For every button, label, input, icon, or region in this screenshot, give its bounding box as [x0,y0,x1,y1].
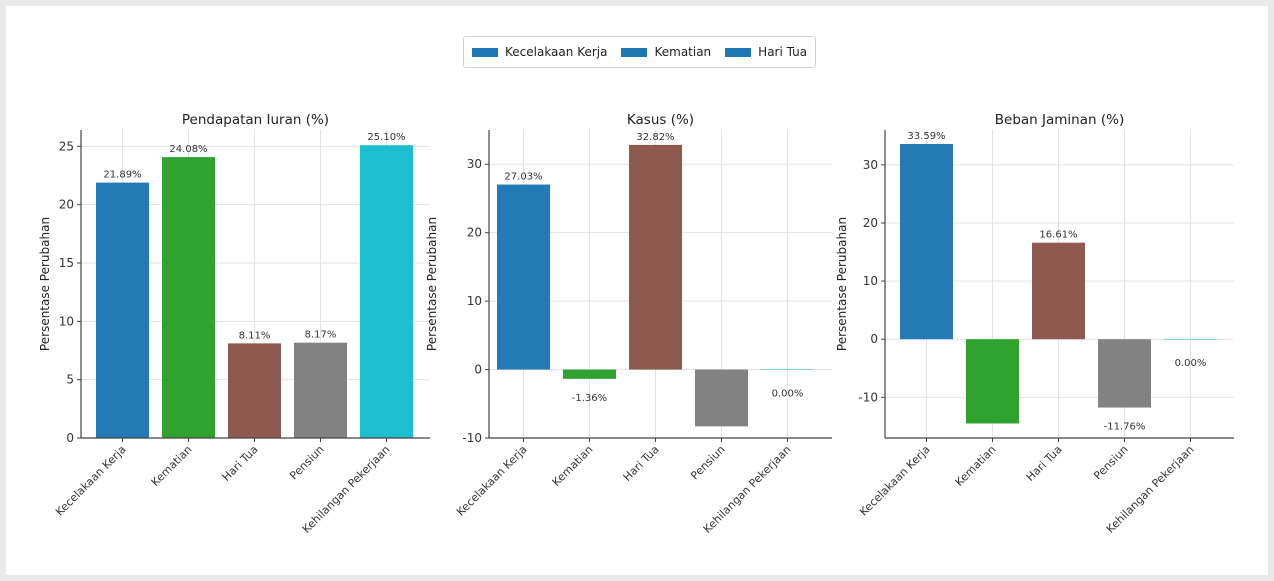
chart-3-data-label-0: 33.59% [907,131,945,142]
legend-swatch-2 [725,47,752,57]
chart-2-data-label-1: -1.36% [572,393,607,404]
chart-1-data-label-3: 8.17% [305,330,337,341]
chart-1-data-label-0: 21.89% [103,170,141,181]
chart-3-bar-4 [1164,339,1217,340]
chart-3-title: Beban Jaminan (%) [995,112,1124,128]
chart-3-ytick-label-1: 0 [870,332,878,346]
chart-1-ytick-label-4: 20 [59,198,74,212]
legend-item-0: Kecelakaan Kerja [472,45,607,59]
legend-swatch-1 [621,47,648,57]
chart-2-ylabel: Persentase Perubahan [425,217,439,351]
chart-3-bar-1 [966,339,1019,424]
chart-1-bar-4 [360,145,413,438]
chart-1-bar-1 [162,157,215,439]
chart-2-ytick-label-2: 10 [467,294,482,308]
chart-1-xtick-label-3: Pensiun [287,443,326,482]
chart-3-ytick-label-2: 10 [863,274,878,288]
chart-1-bar-0 [96,182,149,438]
chart-2-bar-0 [497,184,550,370]
chart-1-bar-2 [228,343,281,438]
chart-2-bar-3 [695,369,748,427]
legend-label-0: Kecelakaan Kerja [505,45,608,59]
chart-2-bar-4 [761,369,814,371]
chart-2-ytick-label-1: 0 [474,363,482,377]
chart-1-ytick-label-5: 25 [59,139,74,153]
chart-1-ytick-label-3: 15 [59,256,74,270]
chart-3-data-label-3: -11.76% [1104,422,1146,433]
legend-swatch-0 [472,47,498,57]
chart-3-xtick-label-1: Kematian [953,443,999,489]
figure-canvas: Kecelakaan Kerja Kematian Hari Tua 21.89… [6,6,1268,575]
chart-3-xtick-label-2: Hari Tua [1024,443,1065,484]
chart-1-xtick-label-2: Hari Tua [220,443,261,484]
chart-3-bar-3 [1098,339,1151,408]
chart-2-xtick-label-0: Kecelakaan Kerja [454,443,530,519]
chart-3-xtick-label-3: Pensiun [1091,443,1130,482]
chart-3-data-label-4: 0.00% [1175,358,1207,369]
chart-1-ylabel: Persentase Perubahan [38,217,52,351]
chart-3-ytick-label-3: 20 [863,216,878,230]
chart-2-data-label-4: 0.00% [772,389,804,400]
chart-3-bar-2 [1032,242,1085,340]
chart-2-bar-1 [563,369,616,379]
chart-2-bar-2 [629,144,682,370]
chart-1-data-label-2: 8.11% [239,330,271,341]
chart-3-bar-0 [900,144,953,340]
chart-1-bar-3 [294,342,347,438]
chart-legend: Kecelakaan Kerja Kematian Hari Tua [463,36,817,68]
chart-2-ytick-label-4: 30 [467,157,482,171]
chart-2-ytick-label-3: 20 [467,226,482,240]
chart-1-ytick-label-0: 0 [66,431,74,445]
chart-1-data-label-1: 24.08% [169,144,207,155]
chart-2-title: Kasus (%) [627,112,694,128]
legend-item-1: Kematian [621,45,711,59]
legend-label-2: Hari Tua [758,45,808,59]
chart-1-data-label-4: 25.10% [367,132,405,143]
chart-3-xtick-label-0: Kecelakaan Kerja [857,443,933,519]
chart-1-ytick-label-1: 5 [66,373,74,387]
chart-2-data-label-0: 27.03% [504,172,542,183]
chart-2-data-label-2: 32.82% [636,132,674,143]
chart-3-ytick-label-0: -10 [858,390,878,404]
chart-3-ylabel: Persentase Perubahan [835,217,849,351]
chart-1-xtick-label-0: Kecelakaan Kerja [53,443,129,519]
chart-1-title: Pendapatan Iuran (%) [182,112,329,128]
chart-3-data-label-2: 16.61% [1039,230,1077,241]
chart-2-xtick-label-1: Kematian [550,443,596,489]
chart-3-ytick-label-4: 30 [863,158,878,172]
charts-svg: 21.89% 24.08% 8.11% 8.17% 25.10% 0 5 10 15 20 25 Ke… [38,112,1234,536]
legend-label-1: Kematian [654,45,712,59]
chart-2-xtick-label-2: Hari Tua [621,443,662,484]
chart-1-xtick-label-1: Kematian [149,443,195,489]
chart-1-ytick-label-2: 10 [59,314,74,328]
legend-item-2: Hari Tua [725,45,807,59]
chart-2-xtick-label-3: Pensiun [688,443,727,482]
chart-2-ytick-label-0: -10 [462,431,482,445]
